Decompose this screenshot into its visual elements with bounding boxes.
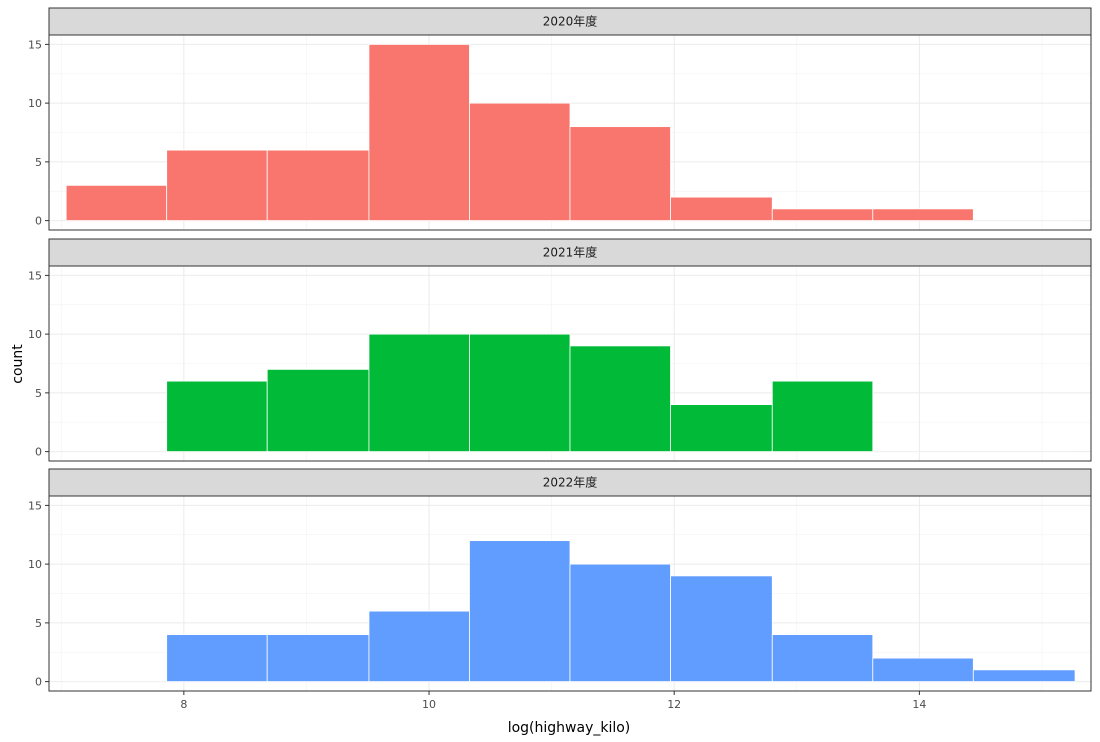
- y-axis-title: count: [10, 344, 26, 384]
- histogram-bar: [266, 149, 370, 222]
- panel-border: [48, 265, 1092, 462]
- histogram-bar: [266, 368, 370, 453]
- y-tick-label: 15: [28, 269, 42, 282]
- histogram-bar: [670, 196, 773, 222]
- histogram-bar: [166, 634, 268, 683]
- histogram-bar: [368, 610, 470, 683]
- histogram-bar: [771, 634, 874, 683]
- facet-panel-1: 2020年度 0 5 10 15: [28, 7, 1092, 231]
- y-tick-label: 15: [28, 38, 42, 51]
- y-tick-label: 0: [35, 215, 42, 228]
- histogram-bar: [569, 126, 671, 222]
- histogram-bar: [469, 540, 571, 683]
- histogram-bar: [368, 43, 470, 222]
- panel-border: [48, 34, 1092, 231]
- histogram-bar: [972, 669, 1076, 683]
- x-tick-label: 8: [180, 698, 187, 711]
- x-tick-label: 14: [912, 698, 926, 711]
- histogram-bar: [166, 149, 268, 222]
- panel-border: [48, 495, 1092, 692]
- histogram-bar: [872, 657, 974, 683]
- histogram-bar: [469, 102, 571, 222]
- histogram-bar: [569, 345, 671, 453]
- facet-strip: [48, 238, 1092, 267]
- histogram-bar: [569, 563, 671, 683]
- panels-layer: 2020年度 0 5 10 15 2021年度 0 5 10 15 2022年度 0 5 10 15: [28, 7, 1092, 692]
- x-tick-label: 12: [667, 698, 681, 711]
- facet-strip: [48, 468, 1092, 497]
- histogram-bar: [872, 208, 974, 222]
- histogram-bar: [65, 184, 168, 222]
- histogram-bar: [469, 333, 571, 453]
- y-tick-label: 10: [28, 328, 42, 341]
- y-tick-label: 5: [35, 617, 42, 630]
- histogram-bar: [771, 208, 874, 222]
- histogram-bar: [266, 634, 370, 683]
- facet-strip: [48, 7, 1092, 36]
- facet-strip-label: 2021年度: [543, 245, 598, 260]
- facet-panel-3: 2022年度 0 5 10 15: [28, 468, 1092, 692]
- y-tick-label: 5: [35, 387, 42, 400]
- histogram-bar: [368, 333, 470, 453]
- x-axis: 8 10 12 14: [180, 691, 926, 711]
- facet-strip-label: 2022年度: [543, 475, 598, 490]
- histogram-bar: [670, 404, 773, 453]
- y-tick-label: 10: [28, 97, 42, 110]
- y-tick-label: 10: [28, 558, 42, 571]
- y-tick-label: 0: [35, 446, 42, 459]
- x-axis-title: log(highway_kilo): [508, 720, 631, 736]
- histogram-bar: [670, 575, 773, 683]
- x-tick-label: 10: [422, 698, 436, 711]
- facet-strip-label: 2020年度: [543, 14, 598, 29]
- y-tick-label: 0: [35, 676, 42, 689]
- histogram-bar: [771, 380, 874, 453]
- y-tick-label: 15: [28, 499, 42, 512]
- y-tick-label: 5: [35, 156, 42, 169]
- histogram-bar: [166, 380, 268, 453]
- facet-panel-2: 2021年度 0 5 10 15: [28, 238, 1092, 462]
